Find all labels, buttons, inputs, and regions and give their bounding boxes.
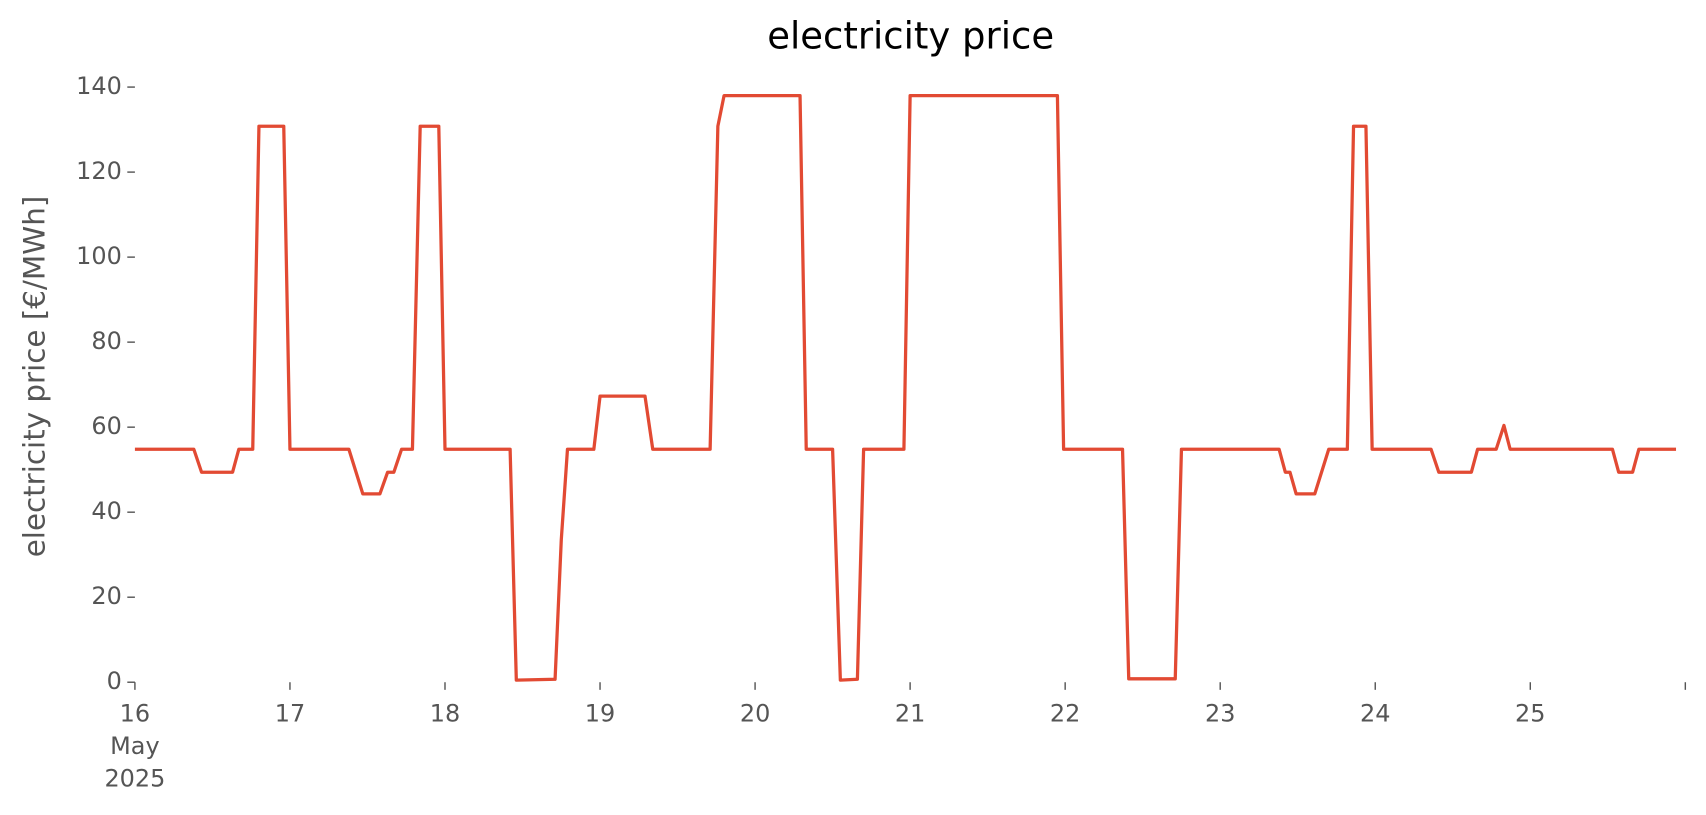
y-tick-label: 60 [91,412,121,440]
x-tick-label: 23 [1205,699,1235,727]
x-tick-label: 16 May 2025 [104,699,165,792]
price-line [134,93,1677,682]
x-tick-label: 19 [585,699,615,727]
y-axis-label: electricity price [€/MWh] [17,196,51,558]
y-tick-label: 20 [91,582,121,610]
x-tick-label: 22 [1050,699,1080,727]
y-tick-label: 100 [76,242,122,270]
y-tick-label: 0 [107,667,122,695]
x-tick-label: 25 [1515,699,1545,727]
y-tick-label: 80 [91,327,121,355]
x-tick-label: 17 [275,699,305,727]
y-tick-label: 120 [76,157,122,185]
x-tick-label: 18 [430,699,460,727]
x-tick-label: 24 [1360,699,1390,727]
x-tick-label: 21 [895,699,925,727]
chart-title: electricity price [767,15,1054,58]
y-tick-label: 40 [91,497,121,525]
y-tick-label: 140 [76,72,122,100]
x-tick-label: 20 [740,699,770,727]
